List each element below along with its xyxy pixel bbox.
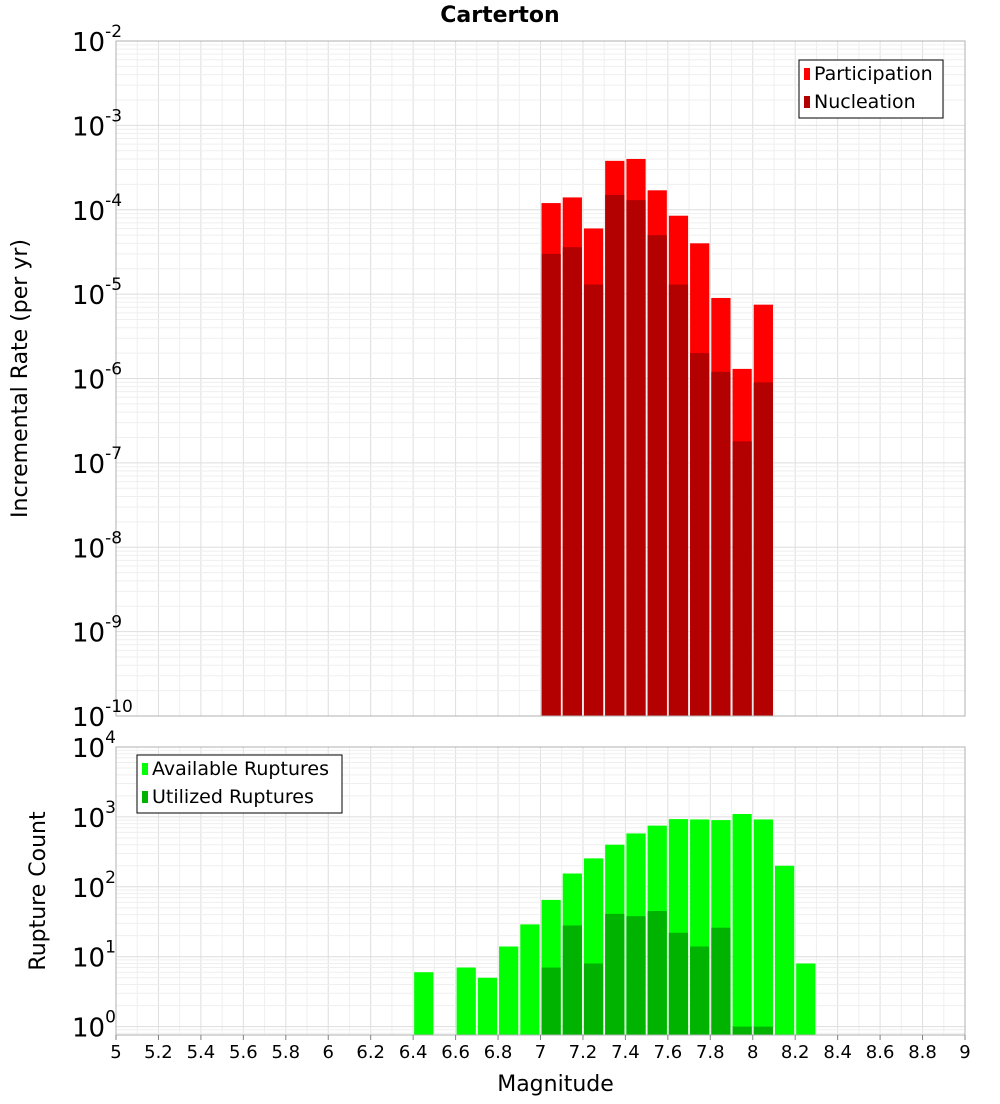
y-tick-label: 103 <box>72 798 116 834</box>
bar <box>562 925 582 1035</box>
y-tick-label: 10-9 <box>72 613 122 649</box>
x-tick-label: 5.2 <box>144 1042 173 1063</box>
bar <box>732 814 752 1035</box>
legend: Participation Nucleation <box>798 59 944 119</box>
x-tick-label: 5 <box>110 1042 121 1063</box>
x-tick-label: 5.6 <box>229 1042 258 1063</box>
x-tick-label: 7.4 <box>611 1042 640 1063</box>
y-tick-label: 10-6 <box>72 360 122 396</box>
legend-swatch <box>804 68 810 80</box>
bar <box>796 963 816 1035</box>
x-tick-label: 5.8 <box>271 1042 300 1063</box>
bar <box>753 1026 773 1035</box>
x-tick-label: 8.2 <box>781 1042 810 1063</box>
bar <box>774 865 795 1035</box>
bar <box>456 967 476 1035</box>
chart-title: Carterton <box>440 3 559 28</box>
bar <box>626 916 646 1035</box>
bar <box>732 1026 752 1035</box>
bar <box>690 353 710 716</box>
plot-frame <box>115 40 966 717</box>
y-axis-label: Rupture Count <box>26 811 51 971</box>
x-tick-label: 6.2 <box>356 1042 385 1063</box>
bar <box>520 924 540 1035</box>
x-tick-label: 8.8 <box>908 1042 937 1063</box>
bar <box>668 932 689 1035</box>
x-tick-label: 6 <box>323 1042 334 1063</box>
x-tick-label: 7.2 <box>569 1042 598 1063</box>
bar <box>732 441 752 716</box>
legend-label: Nucleation <box>814 91 916 113</box>
bar <box>647 235 667 716</box>
y-tick-label: 104 <box>72 728 116 764</box>
legend-swatch <box>142 763 148 775</box>
bar <box>541 967 561 1035</box>
bar <box>605 913 625 1035</box>
x-tick-label: 6.8 <box>484 1042 513 1063</box>
bar <box>690 946 710 1035</box>
bar <box>605 194 625 716</box>
y-tick-label: 10-2 <box>72 22 122 58</box>
bar <box>583 284 604 716</box>
x-tick-label: 8.4 <box>823 1042 852 1063</box>
series-nucleation <box>541 194 773 716</box>
x-tick-label: 7 <box>535 1042 546 1063</box>
y-tick-label: 102 <box>72 868 116 904</box>
y-tick-label: 10-5 <box>72 275 122 311</box>
x-tick-label: 8 <box>747 1042 758 1063</box>
x-tick-label: 7.6 <box>654 1042 683 1063</box>
bar <box>499 946 519 1035</box>
legend-label: Utilized Ruptures <box>152 786 314 808</box>
bar <box>753 819 773 1035</box>
legend-label: Available Ruptures <box>152 758 329 780</box>
legend: Available Ruptures Utilized Ruptures <box>136 754 343 814</box>
legend-label: Participation <box>814 63 933 85</box>
bar <box>477 977 498 1035</box>
bar <box>626 200 646 716</box>
x-tick-label: 5.4 <box>187 1042 216 1063</box>
legend-swatch <box>142 791 148 803</box>
y-tick-label: 10-10 <box>72 697 133 733</box>
x-axis-label: Magnitude <box>497 1072 614 1097</box>
legend-box <box>798 59 944 119</box>
count-chart: 100 101 102 103 104 5 5.2 5.4 5.6 5.8 6 6.2 6.4 6.6 6.… <box>26 728 971 1097</box>
gridlines <box>115 41 966 717</box>
bar <box>541 253 561 716</box>
y-tick-label: 10-7 <box>72 444 122 480</box>
series-utilized-ruptures <box>541 911 773 1035</box>
y-tick-label: 10-8 <box>72 528 122 564</box>
x-tick-label: 6.6 <box>441 1042 470 1063</box>
bar <box>668 284 689 716</box>
x-tick-label: 7.8 <box>696 1042 725 1063</box>
x-tick-label: 6.4 <box>399 1042 428 1063</box>
bar <box>753 382 773 716</box>
bar <box>414 972 434 1035</box>
y-tick-label: 10-4 <box>72 191 122 227</box>
bar <box>583 963 604 1035</box>
bar <box>711 371 731 716</box>
rate-chart: 10-10 10-9 10-8 10-7 10-6 10-5 10-4 10-3 10-2 Inc… <box>8 3 966 733</box>
y-tick-label: 100 <box>72 1008 116 1044</box>
legend-swatch <box>804 96 810 108</box>
legend-box <box>136 754 343 814</box>
x-tick-label: 9 <box>959 1042 970 1063</box>
bar <box>647 911 667 1035</box>
gridlines <box>115 747 966 1035</box>
bar <box>562 247 582 716</box>
bar <box>711 927 731 1035</box>
y-axis-label: Incremental Rate (per yr) <box>8 239 33 518</box>
y-tick-label: 101 <box>72 938 116 974</box>
x-tick-label: 8.6 <box>866 1042 895 1063</box>
y-tick-label: 10-3 <box>72 106 122 142</box>
